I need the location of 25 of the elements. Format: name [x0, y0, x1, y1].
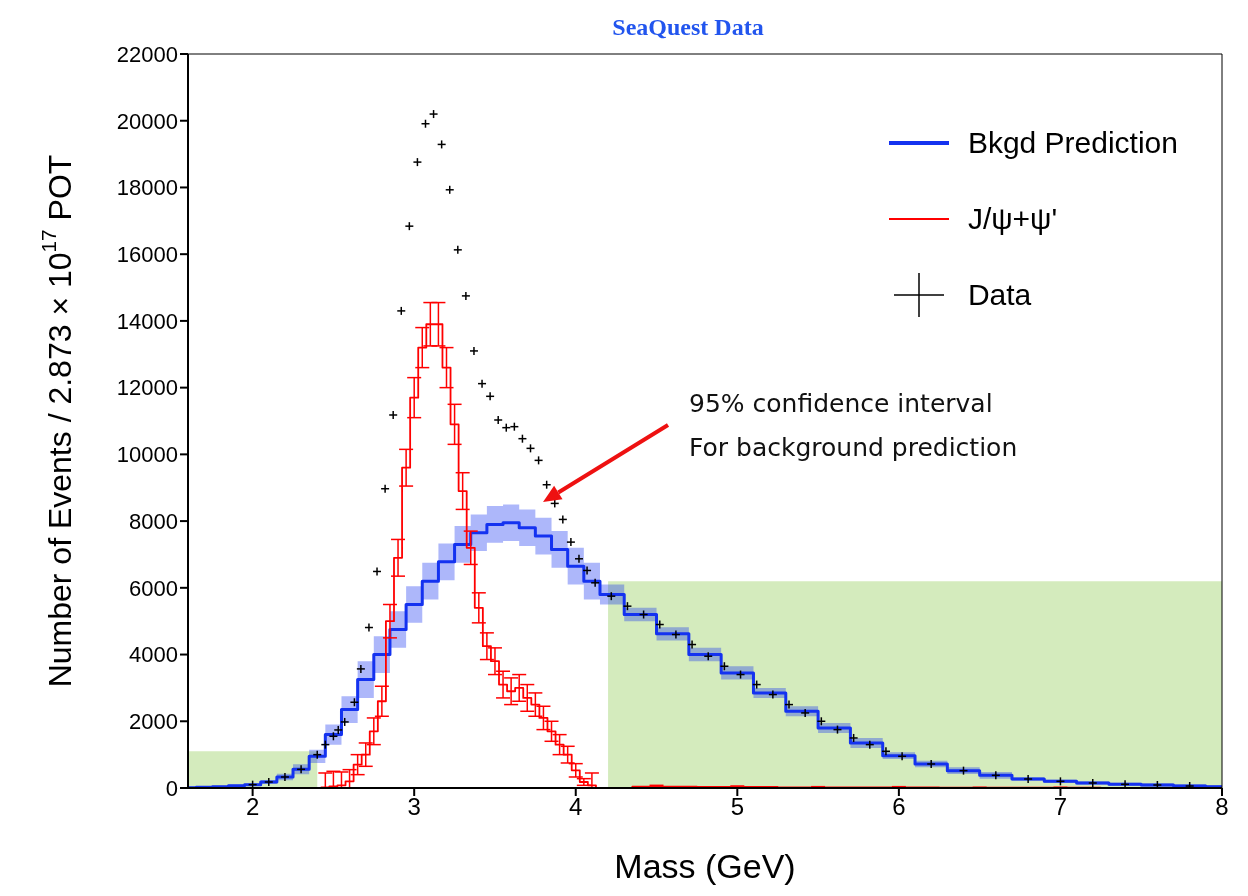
x-axis-title: Mass (GeV)	[614, 847, 796, 885]
chart-title: SeaQuest Data	[611, 14, 765, 41]
x-tick-label: 8	[1215, 793, 1229, 821]
y-tick-label: 10000	[116, 442, 178, 468]
legend-label: Bkgd Prediction	[967, 126, 1178, 160]
x-tick-label: 3	[407, 793, 421, 821]
x-tick-label: 5	[730, 793, 744, 821]
y-tick-label: 18000	[116, 175, 178, 201]
y-tick-label: 14000	[116, 308, 178, 334]
y-tick-label: 12000	[116, 375, 178, 401]
y-tick-label: 2000	[129, 709, 178, 735]
annotation: 95% confidence interval For background prediction	[689, 389, 1018, 462]
y-tick-label: 4000	[129, 642, 178, 668]
y-tick-label: 20000	[116, 108, 178, 134]
y-tick-label: 8000	[129, 508, 178, 534]
x-tick-label: 2	[245, 793, 260, 821]
x-tick-label: 4	[569, 793, 583, 821]
y-tick-label: 0	[165, 775, 178, 801]
x-tick-label: 6	[892, 793, 906, 821]
legend-label: J/ψ+ψ'	[967, 202, 1058, 236]
y-tick-label: 16000	[116, 241, 178, 267]
x-tick-label: 7	[1053, 793, 1068, 821]
y-tick-label: 6000	[129, 575, 178, 601]
legend-label: Data	[967, 278, 1032, 312]
y-tick-label: 22000	[116, 41, 178, 67]
